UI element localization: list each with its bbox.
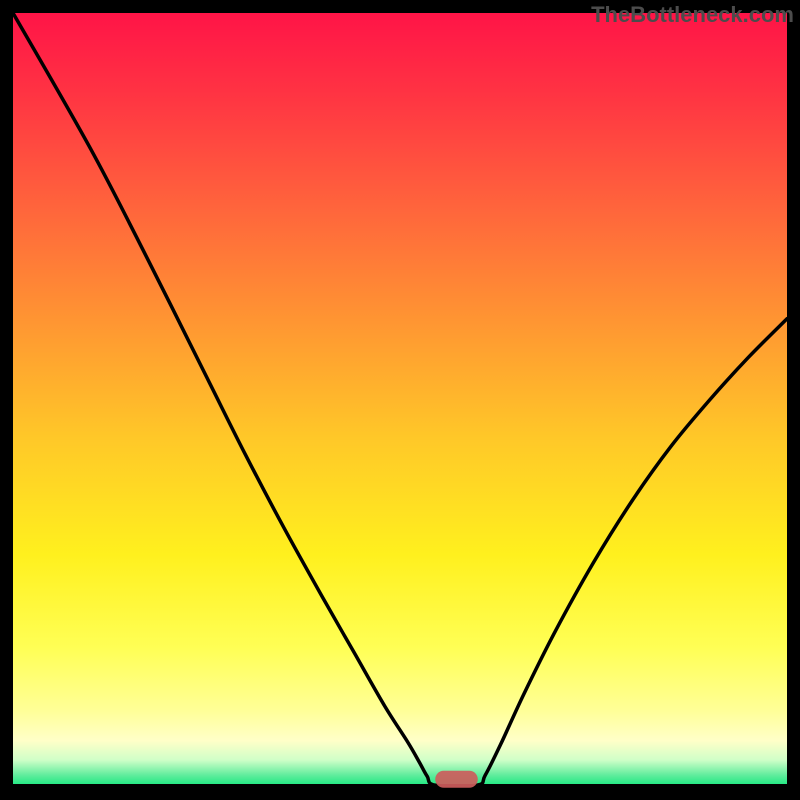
watermark-text: TheBottleneck.com xyxy=(591,2,794,28)
bottleneck-chart: TheBottleneck.com xyxy=(0,0,800,800)
chart-svg xyxy=(0,0,800,800)
